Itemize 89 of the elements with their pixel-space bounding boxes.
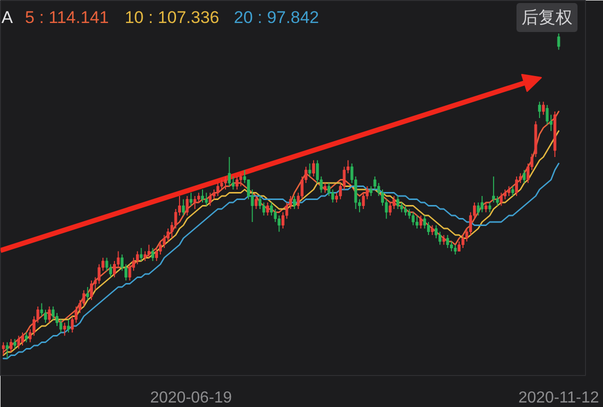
text: 后复权	[522, 8, 572, 27]
candlestick	[56, 312, 58, 326]
candlestick	[40, 302, 44, 317]
candlestick	[370, 186, 372, 196]
candlestick	[496, 196, 499, 206]
candlestick	[82, 290, 86, 307]
candlestick	[557, 33, 560, 50]
candlestick	[434, 224, 438, 239]
candlestick	[412, 212, 415, 226]
candlestick	[546, 104, 549, 125]
candlestick	[190, 192, 192, 206]
candlestick	[254, 196, 258, 210]
candlestick	[266, 202, 270, 216]
candlestick	[151, 248, 154, 262]
text: 10 : 107.336	[124, 8, 220, 27]
candlestick	[308, 163, 312, 177]
candlestick	[216, 182, 220, 196]
candlestick	[392, 196, 396, 210]
candlestick	[212, 189, 216, 200]
legend-title: A	[2, 8, 14, 27]
candlestick	[427, 222, 430, 236]
candlestick	[270, 202, 273, 216]
candlestick	[446, 234, 450, 248]
candlestick	[484, 202, 488, 213]
candlestick	[488, 202, 492, 213]
candlestick	[522, 170, 526, 184]
candlestick	[24, 332, 28, 343]
candlestick	[2, 342, 5, 356]
candlestick	[239, 172, 242, 187]
candlestick	[86, 286, 90, 300]
candlestick	[208, 192, 212, 206]
candlestick	[193, 196, 196, 210]
candlestick	[13, 338, 16, 350]
candlestick	[17, 335, 20, 350]
candlestick	[147, 244, 150, 258]
candlestick	[224, 176, 227, 190]
candlestick	[538, 101, 541, 118]
candlestick	[458, 241, 461, 252]
candlestick	[44, 309, 47, 324]
candlestick	[423, 215, 426, 229]
candlestick	[542, 101, 545, 116]
candlestick	[67, 319, 70, 333]
candlestick	[201, 189, 204, 203]
candlestick	[59, 319, 62, 333]
candlestick	[155, 248, 158, 262]
candlestick	[442, 234, 446, 246]
candlestick	[90, 280, 93, 300]
candlestick	[204, 192, 208, 206]
candlestick	[396, 196, 400, 210]
candlestick	[438, 231, 442, 246]
candlestick	[492, 176, 496, 203]
candlestick	[388, 202, 392, 216]
candlestick	[507, 186, 510, 196]
candlestick	[136, 250, 139, 265]
candlestick	[21, 332, 24, 346]
candlestick	[10, 338, 12, 352]
candlestick	[515, 176, 518, 196]
candlestick	[140, 248, 143, 262]
text: 20 : 97.842	[234, 8, 319, 27]
x-tick-label: 2020-06-19	[150, 390, 232, 406]
candlestick	[416, 215, 418, 229]
candlestick	[404, 205, 407, 216]
candlestick	[462, 234, 464, 248]
candlestick	[48, 306, 51, 324]
candlestick	[6, 342, 9, 359]
candlestick	[312, 160, 316, 177]
candlestick	[228, 156, 231, 187]
candlestick	[63, 322, 66, 336]
candlestick	[450, 241, 453, 252]
candlestick	[182, 198, 185, 216]
candlestick	[504, 189, 507, 200]
candlestick	[430, 224, 434, 236]
candlestick	[454, 244, 457, 255]
candlestick	[419, 215, 422, 229]
candlestick	[262, 202, 266, 216]
candlestick	[511, 186, 514, 196]
candlestick	[500, 192, 503, 206]
candlestick	[236, 176, 238, 190]
candlestick	[293, 196, 296, 210]
x-tick-label: 2020-11-12	[518, 390, 600, 406]
candlestick	[480, 196, 484, 213]
candlestick	[186, 196, 189, 216]
candlestick	[258, 196, 262, 210]
candlestick	[166, 228, 170, 242]
candlestick	[52, 306, 55, 320]
text: 5 : 114.141	[25, 8, 109, 27]
candlestick	[144, 250, 147, 262]
candlestick	[113, 260, 116, 278]
candlestick	[324, 182, 327, 194]
